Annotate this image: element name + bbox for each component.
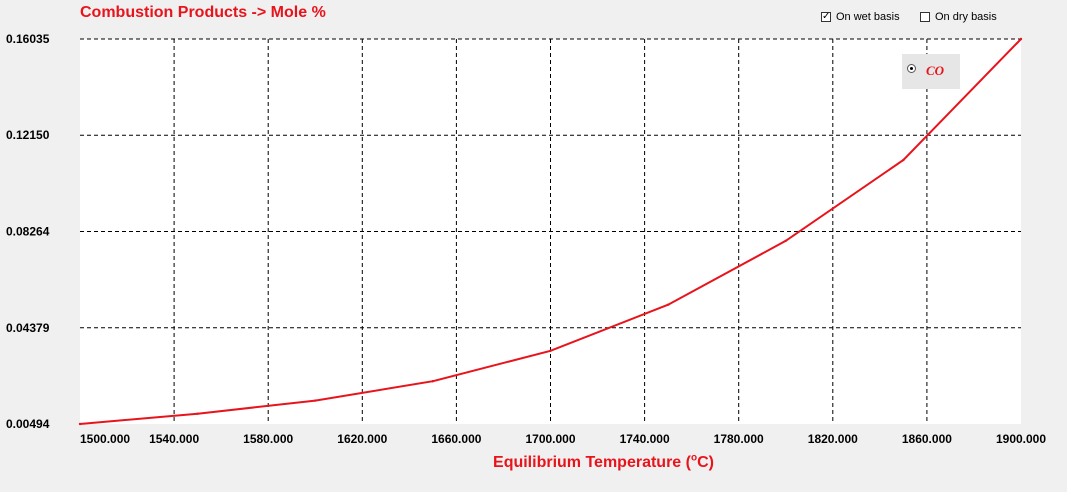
wet-basis-checkbox[interactable]: ✓ On wet basis (821, 10, 900, 24)
y-tick-label: 0.04379 (6, 321, 50, 335)
y-tick-label: 0.12150 (6, 128, 50, 142)
y-tick-label: 0.16035 (6, 32, 50, 46)
wet-basis-label: On wet basis (836, 11, 900, 23)
chart-title: Combustion Products -> Mole % (80, 4, 326, 21)
data-point (784, 239, 787, 242)
x-tick-label: 1580.000 (243, 432, 293, 446)
data-point (78, 422, 82, 426)
dry-basis-check-icon (920, 12, 930, 22)
x-tick-label: 1660.000 (431, 432, 481, 446)
x-tick-label: 1700.000 (525, 432, 575, 446)
y-tick-label: 0.00494 (6, 417, 50, 431)
legend[interactable]: CO (902, 54, 960, 89)
x-axis-label: Equilibrium Temperature (oC) (0, 453, 1067, 472)
wet-basis-check-icon: ✓ (821, 11, 831, 22)
legend-radio-icon[interactable] (907, 64, 916, 73)
legend-item-co: CO (926, 63, 945, 78)
y-tick-label: 0.08264 (6, 225, 50, 239)
x-tick-label: 1860.000 (902, 432, 952, 446)
x-tick-label: 1900.000 (996, 432, 1046, 446)
x-tick-label: 1820.000 (808, 432, 858, 446)
data-point (902, 158, 905, 162)
x-axis-label-text: Equilibrium Temperature (oC) (493, 453, 714, 472)
dry-basis-label: On dry basis (935, 11, 997, 23)
x-tick-label: 1540.000 (149, 432, 199, 446)
data-point (1019, 37, 1023, 41)
x-tick-label: 1780.000 (714, 432, 764, 446)
x-tick-label: 1740.000 (620, 432, 670, 446)
dry-basis-checkbox[interactable]: On dry basis (920, 10, 997, 24)
x-tick-label: 1500.000 (80, 432, 130, 446)
data-point (196, 412, 199, 415)
data-point (314, 399, 317, 402)
data-point (431, 380, 435, 383)
data-point (549, 349, 552, 352)
data-point (666, 303, 670, 306)
x-tick-label: 1620.000 (337, 432, 387, 446)
